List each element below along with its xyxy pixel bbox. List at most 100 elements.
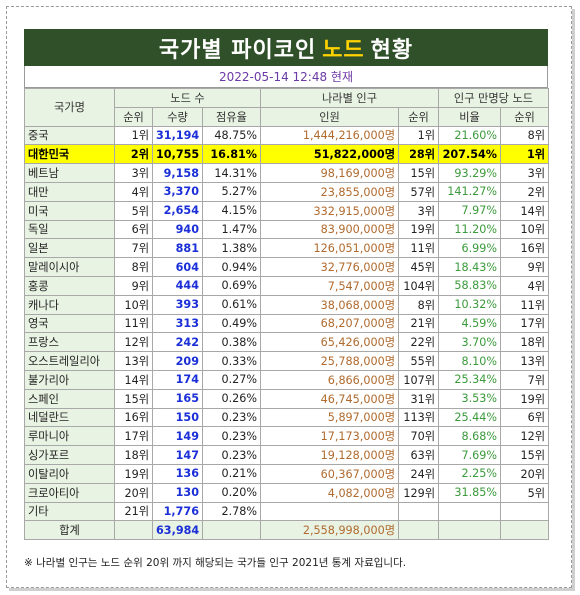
header-pop-group: 나라별 인구	[260, 88, 439, 108]
ratio-cell: 7.97%	[438, 200, 501, 221]
country-cell: 캐나다	[24, 294, 115, 315]
rank-cell: 15위	[114, 388, 153, 409]
table-row: 이탈리아 19위 136 0.21% 60,367,000명 24위 2.25% 20위	[24, 463, 550, 484]
table-row: 말레이시아 8위 604 0.94% 32,776,000명 45위 18.43% 9위	[24, 257, 550, 277]
table-row: 일본 7위 881 1.38% 126,051,000명 11위 6.99% 16위	[24, 238, 550, 259]
table-row: 불가리아 14위 174 0.27% 6,866,000명 107위 25.34% 7위	[24, 369, 550, 390]
rank-cell: 8위	[114, 257, 153, 277]
count-cell: 209	[152, 351, 203, 371]
pop-rank-cell: 1위	[398, 125, 439, 146]
ratio-rank-cell: 3위	[499, 163, 550, 183]
share-cell: 0.33%	[202, 351, 261, 371]
ratio-rank-cell: 17위	[499, 313, 550, 334]
country-cell: 스페인	[24, 388, 115, 409]
ratio-cell: 3.70%	[438, 332, 501, 353]
country-cell: 오스트레일리아	[24, 351, 115, 371]
table-row: 싱가포르 18위 147 0.23% 19,128,000명 63위 7.69% 15위	[24, 445, 550, 465]
report-panel: 국가별 파이코인 노드 현황 2022-05-14 12:48 현재 국가명 노…	[24, 29, 550, 541]
header-ratio-rank: 순위	[499, 106, 550, 127]
ratio-rank-cell: 18위	[499, 332, 550, 353]
count-cell: 881	[152, 238, 203, 259]
country-cell: 중국	[24, 125, 115, 146]
ratio-rank-cell: 8위	[499, 125, 550, 146]
count-cell: 130	[152, 482, 203, 503]
header-row-2: 순위 수량 점유율 인원 순위 비율 순위	[25, 106, 550, 127]
rank-cell: 9위	[114, 275, 153, 296]
header-country: 국가명	[24, 88, 115, 127]
share-cell: 1.47%	[202, 219, 261, 240]
ratio-rank-cell: 13위	[499, 351, 550, 371]
ratio-rank-cell: 2위	[499, 181, 550, 202]
table-row: 독일 6위 940 1.47% 83,900,000명 19위 11.20% 10위	[24, 219, 550, 240]
table-row: 홍콩 9위 444 0.69% 7,547,000명 104위 58.83% 4위	[24, 275, 550, 296]
share-cell: 48.75%	[202, 125, 261, 146]
ratio-rank-cell: 4위	[499, 275, 550, 296]
count-cell: 174	[152, 369, 203, 390]
share-cell: 1.38%	[202, 238, 261, 259]
population-cell: 6,866,000명	[260, 369, 399, 390]
country-cell: 대한민국	[24, 144, 115, 165]
share-cell: 0.26%	[202, 388, 261, 409]
share-cell: 2.78%	[202, 501, 261, 522]
header-share: 점유율	[202, 106, 261, 127]
share-cell: 0.61%	[202, 294, 261, 315]
pop-rank-cell: 3위	[398, 200, 439, 221]
total-rank-empty	[114, 520, 153, 541]
country-cell: 네덜란드	[24, 407, 115, 428]
header-nodes-group: 노드 수	[114, 88, 261, 108]
population-cell: 25,788,000명	[260, 351, 399, 371]
pop-rank-cell: 57위	[398, 181, 439, 202]
population-cell: 126,051,000명	[260, 238, 399, 259]
pop-rank-cell: 15위	[398, 163, 439, 183]
pop-rank-cell: 28위	[398, 144, 439, 165]
country-cell: 크로아티아	[24, 482, 115, 503]
pop-rank-cell: 70위	[398, 426, 439, 447]
population-cell: 4,082,000명	[260, 482, 399, 503]
date-label: 2022-05-14 12:48 현재	[24, 66, 548, 88]
share-cell: 0.49%	[202, 313, 261, 334]
share-cell: 0.27%	[202, 369, 261, 390]
table-row: 오스트레일리아 13위 209 0.33% 25,788,000명 55위 8.10% 13위	[24, 351, 550, 371]
country-cell: 일본	[24, 238, 115, 259]
table-row: 대만 4위 3,370 5.27% 23,855,000명 57위 141.27% 2위	[24, 181, 550, 202]
pop-rank-cell: 45위	[398, 257, 439, 277]
ratio-cell: 25.44%	[438, 407, 501, 428]
table-row: 미국 5위 2,654 4.15% 332,915,000명 3위 7.97% 14위	[24, 200, 550, 221]
country-cell: 대만	[24, 181, 115, 202]
rank-cell: 20위	[114, 482, 153, 503]
total-population: 2,558,998,000명	[260, 520, 399, 541]
pop-rank-cell: 129위	[398, 482, 439, 503]
pop-rank-cell: 107위	[398, 369, 439, 390]
count-cell: 10,755	[152, 144, 203, 165]
population-cell: 51,822,000명	[260, 144, 399, 165]
population-cell: 32,776,000명	[260, 257, 399, 277]
title-highlight: 노드	[322, 37, 365, 63]
ratio-cell: 141.27%	[438, 181, 501, 202]
table-row: 네덜란드 16위 150 0.23% 5,897,000명 113위 25.44% 6위	[24, 407, 550, 428]
count-cell: 393	[152, 294, 203, 315]
population-cell: 46,745,000명	[260, 388, 399, 409]
header-row-1: 국가명 노드 수 나라별 인구 인구 만명당 노드	[24, 88, 550, 127]
total-pop-rank-empty	[398, 520, 439, 541]
rank-cell: 6위	[114, 219, 153, 240]
count-cell: 2,654	[152, 200, 203, 221]
ratio-cell: 31.85%	[438, 482, 501, 503]
pop-rank-cell: 22위	[398, 332, 439, 353]
table-row: 기타 21위 1,776 2.78%	[24, 501, 550, 522]
ratio-cell: 7.69%	[438, 445, 501, 465]
share-cell: 0.20%	[202, 482, 261, 503]
footnote: ※ 나라별 인구는 노드 순위 20위 까지 해당되는 국가들 인구 2021년…	[24, 557, 407, 569]
rank-cell: 2위	[114, 144, 153, 165]
count-cell: 1,776	[152, 501, 203, 522]
ratio-rank-cell: 11위	[499, 294, 550, 315]
rank-cell: 3위	[114, 163, 153, 183]
count-cell: 3,370	[152, 181, 203, 202]
ratio-rank-cell: 7위	[499, 369, 550, 390]
pop-rank-cell: 21위	[398, 313, 439, 334]
population-cell: 17,173,000명	[260, 426, 399, 447]
share-cell: 4.15%	[202, 200, 261, 221]
population-cell: 83,900,000명	[260, 219, 399, 240]
count-cell: 242	[152, 332, 203, 353]
country-cell: 싱가포르	[24, 445, 115, 465]
ratio-rank-cell: 10위	[499, 219, 550, 240]
